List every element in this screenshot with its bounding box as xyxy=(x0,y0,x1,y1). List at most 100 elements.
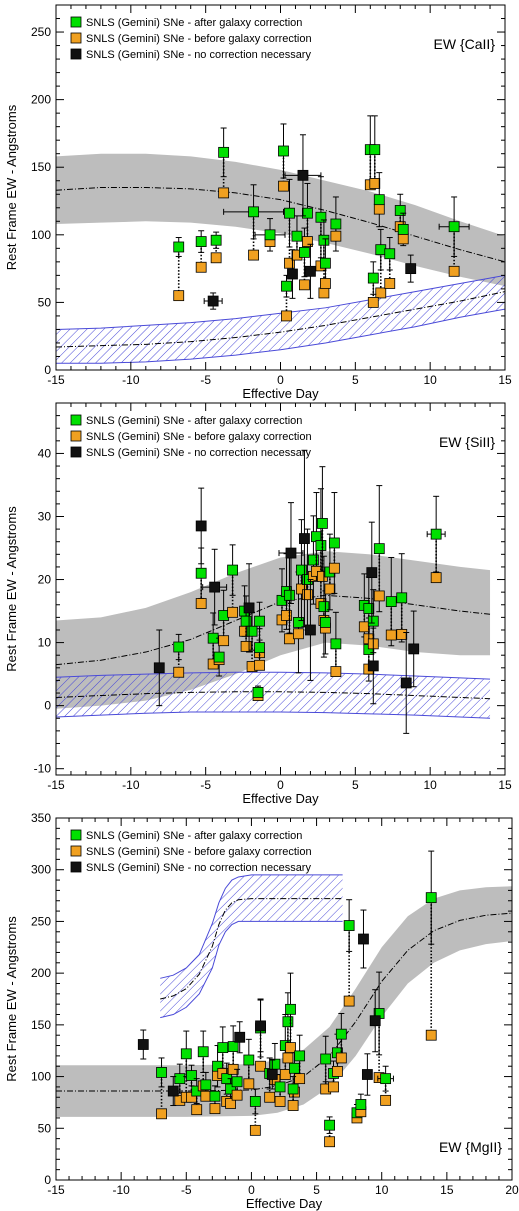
before-correction-point xyxy=(335,1052,347,1064)
x-tick-label: -15 xyxy=(47,1183,65,1197)
no-correction-point xyxy=(369,1015,381,1027)
y-tick-label: 200 xyxy=(31,93,51,107)
y-tick-label: 50 xyxy=(38,295,52,309)
after-correction-point xyxy=(213,651,225,663)
after-correction-point xyxy=(249,1095,261,1107)
no-correction-point xyxy=(358,933,369,945)
before-correction-point xyxy=(373,203,385,215)
no-correction-point xyxy=(137,1039,149,1050)
y-tick-label: 0 xyxy=(44,363,51,377)
y-tick-label: 30 xyxy=(38,509,52,523)
after-correction-point xyxy=(384,248,396,260)
after-correction-point xyxy=(430,528,442,540)
no-correction-point xyxy=(366,567,378,579)
before-correction-point xyxy=(278,180,289,192)
x-tick-label: 15 xyxy=(498,778,512,792)
before-correction-point xyxy=(173,666,185,678)
after-correction-point xyxy=(218,610,230,621)
x-tick-label: 20 xyxy=(505,1183,519,1197)
legend-swatch xyxy=(70,845,82,857)
after-correction-point xyxy=(318,234,330,246)
legend-label: SNLS (Gemini) SNe - before galaxy correc… xyxy=(86,431,312,443)
y-tick-label: 0 xyxy=(44,699,51,713)
y-tick-label: 300 xyxy=(31,863,51,877)
after-correction-point xyxy=(254,642,265,654)
after-correction-point xyxy=(287,1083,299,1095)
before-correction-point xyxy=(243,1078,255,1090)
hatched-band-centerline xyxy=(160,898,343,1000)
y-tick-label: 350 xyxy=(31,811,51,825)
x-tick-label: -10 xyxy=(122,373,140,387)
hatched-band-upper-edge xyxy=(160,874,343,979)
legend-swatch xyxy=(70,16,82,28)
before-correction-point xyxy=(209,1103,221,1115)
after-correction-point xyxy=(156,1067,167,1078)
before-correction-point xyxy=(284,257,295,269)
after-correction-point xyxy=(227,1041,239,1052)
after-correction-point xyxy=(335,1028,347,1040)
y-tick-label: 20 xyxy=(38,573,52,587)
after-correction-point xyxy=(246,625,258,637)
x-tick-label: 10 xyxy=(423,778,437,792)
after-correction-point xyxy=(317,518,328,529)
x-tick-label: 5 xyxy=(313,1183,320,1197)
before-correction-point xyxy=(240,640,252,652)
after-correction-point xyxy=(294,1050,306,1062)
after-correction-point xyxy=(330,218,342,230)
before-correction-point xyxy=(210,252,222,264)
before-correction-point xyxy=(254,659,265,671)
after-correction-point xyxy=(367,272,379,284)
before-correction-point xyxy=(330,666,342,677)
after-correction-point xyxy=(302,207,313,219)
x-tick-label: -10 xyxy=(112,1183,130,1197)
before-correction-point xyxy=(284,633,295,645)
before-correction-point xyxy=(397,233,409,245)
plot-area xyxy=(56,115,505,364)
after-correction-point xyxy=(240,615,252,627)
after-correction-point xyxy=(254,615,265,627)
grey-band-centerline xyxy=(56,912,512,1092)
x-tick-label: 15 xyxy=(440,1183,454,1197)
after-correction-point xyxy=(217,1042,229,1054)
after-correction-point xyxy=(425,892,437,904)
legend-label: SNLS (Gemini) SNe - after galaxy correct… xyxy=(86,830,302,842)
after-correction-point xyxy=(380,1073,392,1085)
before-correction-point xyxy=(324,583,336,595)
before-correction-point xyxy=(358,621,370,633)
before-correction-point xyxy=(156,1108,167,1120)
before-correction-point xyxy=(319,278,331,289)
before-correction-point xyxy=(227,606,239,618)
no-correction-point xyxy=(167,1085,179,1097)
y-tick-label: 150 xyxy=(31,160,51,174)
x-tick-label: 0 xyxy=(277,373,284,387)
grey-band-centerline xyxy=(56,187,505,263)
legend: SNLS (Gemini) SNe - after galaxy correct… xyxy=(70,414,312,459)
y-tick-label: 100 xyxy=(31,228,51,242)
after-correction-point xyxy=(282,1016,294,1028)
before-correction-point xyxy=(380,1094,392,1106)
after-correction-point xyxy=(330,638,342,650)
before-correction-point xyxy=(328,562,340,574)
before-correction-point xyxy=(302,589,313,601)
x-axis-title: Effective Day xyxy=(242,386,319,401)
before-correction-point xyxy=(343,995,355,1007)
after-correction-point xyxy=(252,687,264,698)
before-correction-point xyxy=(281,310,292,322)
after-correction-point xyxy=(367,615,379,627)
legend-swatch xyxy=(70,48,82,60)
legend-swatch xyxy=(70,430,82,442)
after-correction-point xyxy=(225,1083,236,1095)
after-correction-point xyxy=(281,280,292,292)
after-correction-point xyxy=(308,554,319,566)
chart-panel-2: -15 -10 -5 0 5 10 15 -10 0 10 20 30 40 Effective Day R… xyxy=(4,402,512,806)
before-correction-point xyxy=(294,1073,306,1085)
before-correction-point xyxy=(318,287,330,299)
no-correction-point xyxy=(243,602,255,614)
after-correction-point xyxy=(385,596,397,608)
legend-label: SNLS (Gemini) SNe - no correction necess… xyxy=(86,447,311,459)
y-tick-label: 150 xyxy=(31,1018,51,1032)
x-tick-label: 15 xyxy=(498,373,512,387)
after-correction-point xyxy=(375,244,387,256)
before-correction-point xyxy=(264,1091,276,1103)
after-correction-point xyxy=(296,564,307,576)
